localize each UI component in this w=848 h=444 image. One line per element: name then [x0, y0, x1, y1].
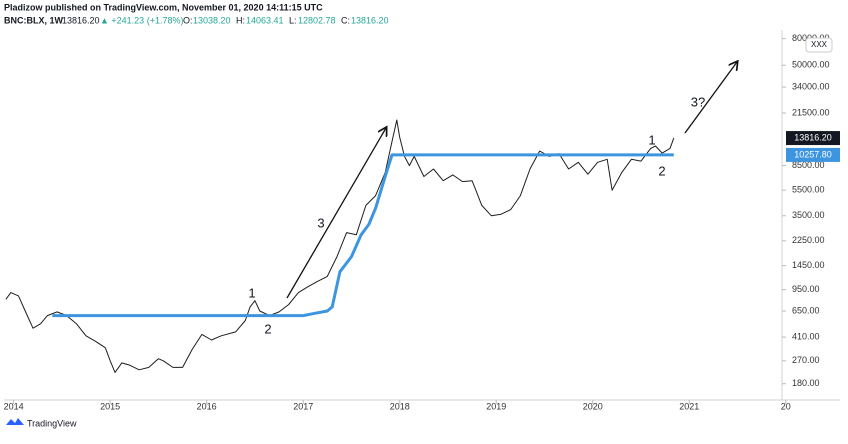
annotation: 1: [648, 132, 655, 147]
y-tick-label: 34000.00: [792, 81, 830, 91]
y-tick-label: 2250.00: [792, 235, 825, 245]
high: 14063.41: [246, 15, 284, 25]
annotation: 3: [317, 215, 324, 230]
y-tick-label: 950.00: [792, 284, 820, 294]
logo: [6, 418, 24, 425]
badge-label: XXX: [811, 40, 828, 49]
footer-text: TradingView: [27, 418, 77, 428]
price-tag: [786, 147, 840, 162]
arrow: [684, 62, 737, 134]
c-label: C:: [341, 15, 350, 25]
x-tick-label: 2016: [197, 401, 217, 411]
y-tick-label: 50000.00: [792, 60, 830, 70]
symbol: BNC:BLX, 1W: [4, 15, 64, 25]
close: 13816.20: [351, 15, 389, 25]
x-tick-label: 2021: [679, 401, 699, 411]
quote-line: BNC:BLX, 1W 13816.20 ▲ +241.23 (+1.78%) …: [4, 15, 389, 25]
low: 12802.78: [298, 15, 336, 25]
y-tick-label: 5500.00: [792, 185, 825, 195]
last: 13816.20: [62, 15, 100, 25]
h-label: H:: [236, 15, 245, 25]
o-label: O:: [183, 15, 193, 25]
price-tag-label: 10257.80: [794, 149, 832, 159]
annotation: 2: [658, 163, 665, 178]
arrow: [286, 128, 386, 299]
x-tick-label: 2020: [583, 401, 603, 411]
annotation: 1: [248, 285, 255, 300]
y-tick-label: 180.00: [792, 378, 820, 388]
l-label: L:: [289, 15, 297, 25]
open: 13038.20: [193, 15, 231, 25]
annotation: 2: [264, 321, 271, 336]
y-tick-label: 8500.00: [792, 160, 825, 170]
y-tick-label: 21500.00: [792, 107, 830, 117]
x-tick-label: 2017: [293, 401, 313, 411]
change: ▲ +241.23 (+1.78%): [100, 15, 183, 25]
x-tick-label: 2018: [390, 401, 410, 411]
series-line: [52, 153, 674, 318]
y-tick-label: 410.00: [792, 332, 820, 342]
price-tag: [786, 131, 840, 146]
footer: TradingView: [6, 418, 77, 428]
y-tick-label: 650.00: [792, 305, 820, 315]
y-tick-label: 1450.00: [792, 260, 825, 270]
y-tick-label: 3500.00: [792, 210, 825, 220]
x-tick-label: 2014: [4, 401, 24, 411]
x-tick-label: 2015: [100, 401, 120, 411]
x-tick-label: 20: [781, 401, 791, 411]
x-tick-label: 2019: [486, 401, 506, 411]
badge: [805, 37, 833, 53]
price-tag-label: 13816.20: [794, 132, 832, 142]
annotation: 3?: [691, 94, 705, 109]
chart-title: Pladizow published on TradingView.com, N…: [4, 2, 323, 12]
series-line: [5, 119, 675, 373]
y-tick-label: 270.00: [792, 355, 820, 365]
